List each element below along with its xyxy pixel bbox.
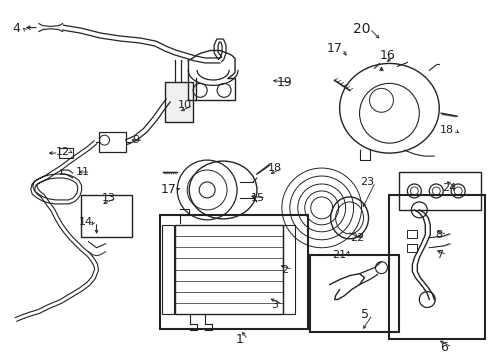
Bar	[282, 225, 294, 315]
Text: 20: 20	[352, 22, 369, 36]
Bar	[388, 195, 484, 339]
Text: 4: 4	[12, 22, 20, 35]
Text: 21: 21	[332, 250, 346, 260]
Text: 17: 17	[326, 42, 342, 55]
Text: 19: 19	[276, 76, 292, 89]
Bar	[407, 230, 416, 238]
Text: 3: 3	[271, 300, 278, 310]
Text: 6: 6	[439, 341, 447, 354]
Bar	[81, 195, 132, 237]
Bar	[175, 225, 282, 315]
Bar	[162, 225, 174, 315]
Text: 7: 7	[435, 250, 442, 260]
Text: 17: 17	[160, 184, 176, 197]
Bar	[59, 148, 73, 158]
Bar	[165, 82, 193, 122]
Text: 2: 2	[281, 265, 288, 275]
Text: 12: 12	[56, 147, 70, 157]
Text: 16: 16	[379, 49, 394, 62]
Bar	[309, 255, 399, 332]
Text: 18: 18	[439, 125, 453, 135]
Text: 11: 11	[76, 167, 89, 177]
Text: 15: 15	[250, 193, 264, 203]
Text: 10: 10	[178, 100, 192, 110]
Text: 5: 5	[360, 308, 368, 321]
Text: 24: 24	[441, 183, 455, 193]
Text: 22: 22	[350, 233, 364, 243]
Text: 9: 9	[132, 135, 139, 145]
Bar	[160, 215, 307, 329]
Text: 18: 18	[267, 163, 282, 173]
Bar	[399, 172, 480, 210]
Bar	[407, 244, 416, 252]
Bar	[99, 132, 126, 152]
Text: 1: 1	[236, 333, 244, 346]
Text: 13: 13	[102, 193, 115, 203]
Text: 8: 8	[435, 230, 442, 240]
Text: 23: 23	[360, 177, 374, 187]
Text: 14: 14	[79, 217, 93, 227]
